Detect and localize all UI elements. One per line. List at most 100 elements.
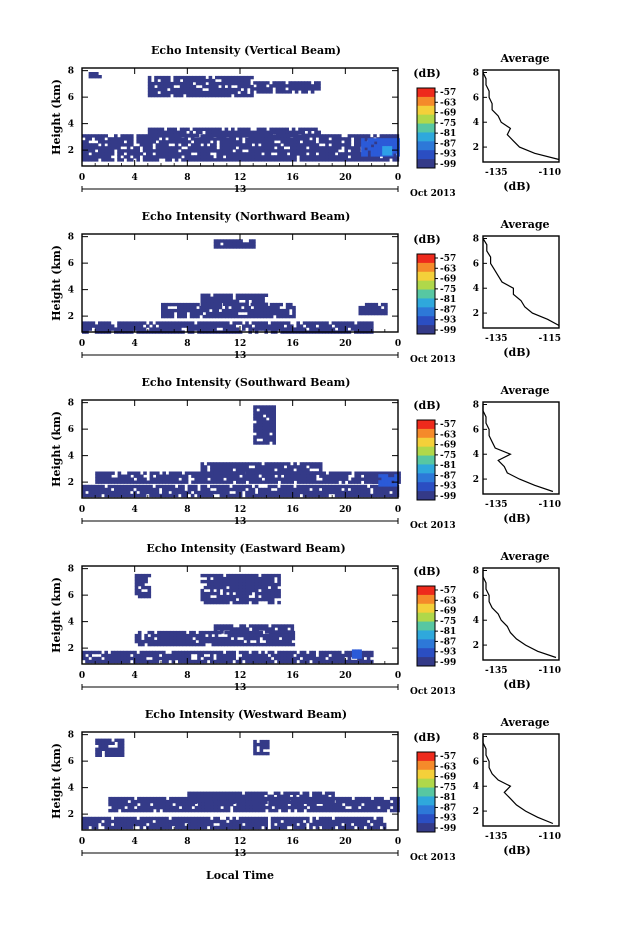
- echo-cell: [338, 155, 342, 159]
- echo-cell: [190, 659, 195, 664]
- echo-cell: [123, 816, 128, 821]
- echo-cell: [245, 591, 249, 596]
- echo-cell: [293, 825, 297, 830]
- echo-cell: [216, 155, 220, 159]
- echo-cell: [264, 149, 268, 153]
- echo-cell: [205, 93, 209, 98]
- echo-cell: [142, 158, 147, 162]
- echo-cell: [194, 659, 198, 664]
- echo-cell: [215, 75, 219, 80]
- echo-cell: [288, 84, 292, 88]
- echo-cell: [82, 327, 86, 331]
- strong-echo-cell: [394, 477, 398, 481]
- echo-cell: [91, 484, 96, 489]
- echo-cell: [222, 576, 227, 581]
- echo-cell: [290, 465, 294, 469]
- echo-cell: [126, 493, 131, 498]
- echo-cell: [114, 819, 118, 824]
- echo-cell: [171, 140, 176, 144]
- echo-cell: [270, 650, 275, 655]
- average-y-tick-label: 2: [473, 309, 479, 319]
- echo-cell: [269, 417, 273, 421]
- echo-cell: [360, 321, 364, 325]
- echo-cell: [208, 630, 212, 635]
- echo-cell: [167, 78, 171, 83]
- echo-cell: [207, 471, 211, 475]
- echo-cell: [190, 155, 195, 159]
- echo-cell: [315, 822, 320, 827]
- panel-2: Echo Intensity (Northward Beam)8642Heigh…: [50, 210, 561, 365]
- echo-cell: [338, 490, 342, 495]
- echo-cell: [120, 819, 124, 824]
- echo-cell: [133, 653, 137, 658]
- echo-cell: [117, 650, 121, 655]
- echo-cell: [258, 576, 262, 581]
- echo-cell: [338, 816, 342, 821]
- echo-cell: [248, 146, 252, 150]
- echo-cell: [227, 130, 232, 134]
- echo-cell: [82, 487, 86, 492]
- echo-cell: [203, 816, 208, 821]
- echo-cell: [120, 477, 125, 481]
- echo-cell: [199, 87, 203, 92]
- echo-cell: [290, 659, 294, 664]
- echo-cell: [181, 149, 185, 153]
- echo-cell: [338, 805, 343, 810]
- echo-cell: [347, 490, 352, 495]
- echo-cell: [222, 591, 227, 596]
- echo-cell: [259, 84, 264, 88]
- echo-cell: [386, 493, 390, 498]
- echo-cell: [253, 438, 257, 442]
- echo-cell: [373, 796, 378, 801]
- echo-cell: [274, 816, 278, 821]
- echo-cell: [258, 296, 262, 300]
- panel-title: Echo Intensity (Vertical Beam): [151, 44, 341, 57]
- strong-echo-cell: [384, 474, 389, 478]
- echo-cell: [245, 630, 250, 634]
- echo-cell: [229, 588, 233, 593]
- echo-cell: [238, 600, 243, 605]
- echo-cell: [254, 149, 259, 153]
- echo-cell: [203, 468, 208, 472]
- echo-cell: [306, 653, 310, 658]
- echo-cell: [146, 487, 150, 492]
- echo-cell: [146, 155, 150, 159]
- echo-cell: [302, 659, 307, 664]
- echo-cell: [280, 624, 285, 628]
- echo-cell: [258, 155, 262, 159]
- echo-cell: [328, 487, 332, 492]
- echo-cell: [289, 314, 293, 319]
- echo-cell: [251, 152, 256, 156]
- echo-cell: [350, 493, 355, 498]
- echo-cell: [259, 87, 264, 91]
- echo-cell: [347, 659, 352, 664]
- echo-cell: [350, 146, 355, 150]
- echo-cell: [264, 465, 269, 469]
- echo-cell: [201, 799, 205, 804]
- echo-cell: [160, 630, 164, 635]
- echo-cell: [373, 822, 377, 827]
- echo-cell: [178, 819, 182, 824]
- echo-cell: [250, 130, 254, 134]
- colorbar-step: [417, 639, 435, 645]
- echo-cell: [85, 819, 89, 824]
- echo-cell: [200, 791, 204, 795]
- echo-cell: [146, 152, 150, 156]
- echo-cell: [367, 802, 372, 807]
- echo-cell: [139, 490, 144, 495]
- echo-cell: [200, 493, 204, 498]
- echo-cell: [226, 808, 231, 813]
- y-tick-label: 6: [68, 93, 74, 103]
- echo-cell: [335, 805, 340, 810]
- echo-cell: [130, 493, 134, 498]
- average-y-tick-label: 2: [473, 475, 479, 485]
- echo-cell: [212, 791, 217, 795]
- echo-cell: [192, 630, 196, 635]
- echo-cell: [290, 327, 294, 331]
- echo-cell: [386, 802, 391, 807]
- echo-cell: [361, 805, 365, 810]
- echo-cell: [328, 800, 332, 804]
- echo-cell: [110, 650, 115, 655]
- echo-cell: [332, 474, 336, 478]
- echo-cell: [213, 624, 218, 628]
